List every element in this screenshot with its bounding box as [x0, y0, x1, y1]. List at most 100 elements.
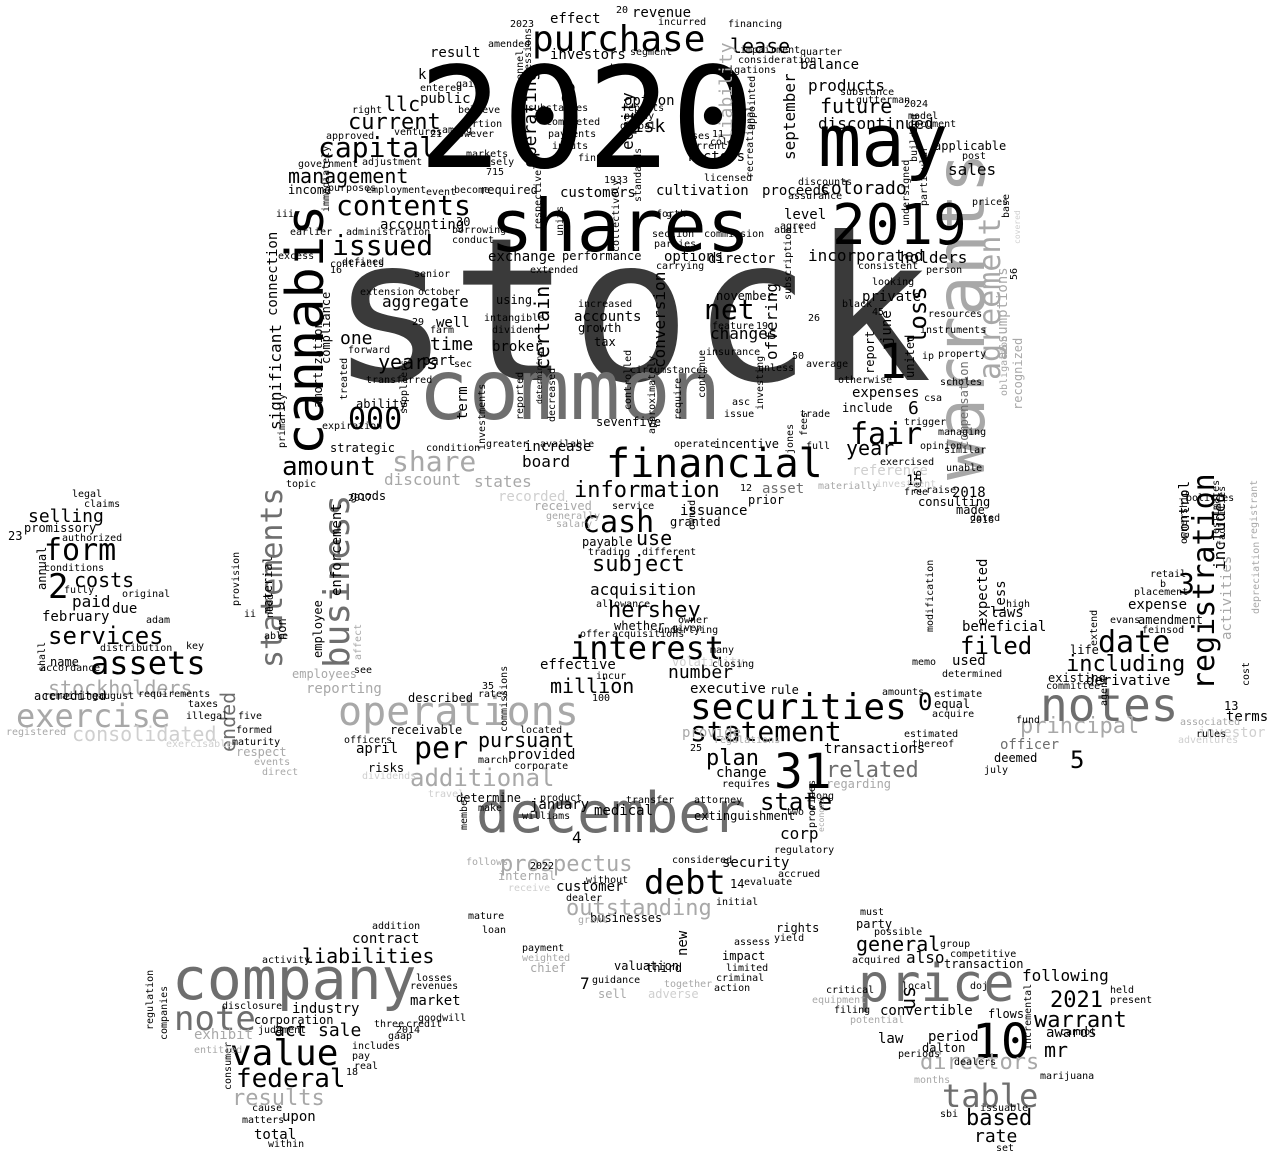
- word-williams: williams: [522, 811, 571, 822]
- word-remaining: remaining: [44, 691, 99, 702]
- word-available: available: [540, 439, 595, 450]
- word-part: part: [422, 353, 456, 369]
- word-asset: asset: [762, 481, 805, 497]
- word-opinion: opinion: [920, 441, 963, 452]
- word-date: date: [1098, 625, 1171, 660]
- word-particular: particular: [919, 145, 930, 206]
- word-granted: granted: [670, 515, 721, 529]
- word-accounts: accounts: [574, 309, 642, 325]
- word-outstanding: outstanding: [566, 896, 712, 921]
- word-filing: filing: [834, 1005, 871, 1016]
- word-excess: excess: [278, 251, 315, 262]
- word-income: income: [288, 183, 332, 197]
- word-many: many: [710, 645, 735, 656]
- word-topic: topic: [286, 479, 317, 490]
- word-chief: chief: [530, 961, 567, 975]
- word-customer: customer: [556, 879, 624, 895]
- word-criminal: criminal: [716, 973, 765, 984]
- word-cole: cole: [710, 137, 735, 148]
- word-selling: selling: [28, 506, 104, 527]
- word-equal: equal: [934, 697, 971, 711]
- word-csa: csa: [924, 393, 943, 404]
- word-potential: potential: [850, 1015, 905, 1026]
- word-two: two: [786, 807, 805, 818]
- word-dalton: dalton: [922, 1041, 966, 1055]
- word-segment: segment: [630, 47, 673, 58]
- word-value: value: [230, 1033, 339, 1074]
- word-basis: basis: [610, 63, 641, 74]
- word-underlying: underlying: [658, 625, 719, 636]
- word-employees: employees: [292, 667, 358, 681]
- word-ownership: ownership: [1179, 489, 1190, 544]
- word-tax: tax: [594, 335, 616, 349]
- word-current: current: [348, 110, 441, 135]
- word-goodwill: goodwill: [418, 1013, 467, 1024]
- word-modification: modification: [925, 559, 936, 632]
- word-decreased: decreased: [547, 367, 558, 422]
- word-following: following: [1022, 966, 1109, 985]
- word-warrant: warrant: [1034, 1008, 1127, 1033]
- word-officer: officer: [1000, 737, 1060, 753]
- word-together: together: [664, 979, 713, 990]
- word-costs: costs: [74, 568, 135, 592]
- word-issued: issued: [332, 229, 434, 262]
- word-periods: periods: [898, 1049, 941, 1060]
- word-transaction: transaction: [944, 957, 1024, 971]
- word-interest: interest: [570, 629, 725, 667]
- word-additional: additional: [410, 764, 555, 792]
- word-local: local: [902, 981, 933, 992]
- word-debt: debt: [644, 863, 726, 903]
- word-discount: discount: [384, 470, 462, 489]
- word-note: note: [174, 999, 256, 1039]
- word-competitive: competitive: [950, 949, 1017, 960]
- word-corporation: corporation: [254, 1013, 334, 1027]
- word-transactions: transactions: [824, 741, 926, 757]
- word-y2021: 2021: [1050, 988, 1103, 1013]
- word-extinguishment: extinguishment: [694, 809, 796, 823]
- word-full: full: [806, 441, 831, 452]
- word-conduct: conduct: [452, 235, 495, 246]
- word-payment: payment: [522, 943, 565, 954]
- word-government: government: [298, 159, 359, 170]
- word-risks: risks: [368, 761, 405, 775]
- word-retail: retail: [1150, 569, 1187, 580]
- word-economic: economic: [817, 793, 826, 832]
- word-cost: cost: [1241, 661, 1252, 686]
- word-b: b: [1160, 579, 1167, 590]
- word-gaap: gaap: [388, 1031, 413, 1042]
- word-transfer: transfer: [626, 795, 675, 806]
- word-consideration: consideration: [738, 55, 817, 66]
- word-credit: credit: [406, 1019, 443, 1030]
- word-audit: audit: [774, 225, 805, 236]
- word-gain: gain: [456, 79, 481, 90]
- word-carrying: carrying: [656, 261, 705, 272]
- word-rates: rates: [478, 689, 509, 700]
- word-share: share: [392, 445, 477, 478]
- word-legal: legal: [72, 489, 103, 500]
- word-n2017: 2017: [348, 493, 373, 504]
- word-november: november: [716, 289, 774, 303]
- word-n56: 56: [1009, 267, 1020, 280]
- word-regarding: regarding: [826, 777, 892, 791]
- word-n5: 5: [1070, 746, 1085, 774]
- word-matters: matters: [242, 1115, 285, 1126]
- word-committee: committee: [1046, 681, 1101, 692]
- word-fund: fund: [1016, 715, 1041, 726]
- word-private: private: [862, 289, 922, 305]
- word-collectively: collectively: [611, 179, 622, 252]
- word-uses: uses: [686, 131, 711, 142]
- word-market: market: [410, 993, 461, 1009]
- word-corporate: corporate: [514, 761, 569, 772]
- word-consistent: consistent: [858, 261, 919, 272]
- word-operate: operate: [674, 439, 717, 450]
- word-commissions: commissions: [499, 665, 510, 732]
- word-resources: resources: [928, 309, 983, 320]
- word-holders: holders: [900, 248, 968, 267]
- word-global: global: [620, 121, 657, 132]
- word-valuation: valuation: [614, 959, 680, 973]
- word-used: used: [952, 653, 986, 669]
- word-n2: 2: [48, 567, 69, 607]
- word-n45: 45: [872, 307, 885, 318]
- word-employee: employee: [311, 600, 325, 658]
- word-n3: 3: [1178, 567, 1195, 600]
